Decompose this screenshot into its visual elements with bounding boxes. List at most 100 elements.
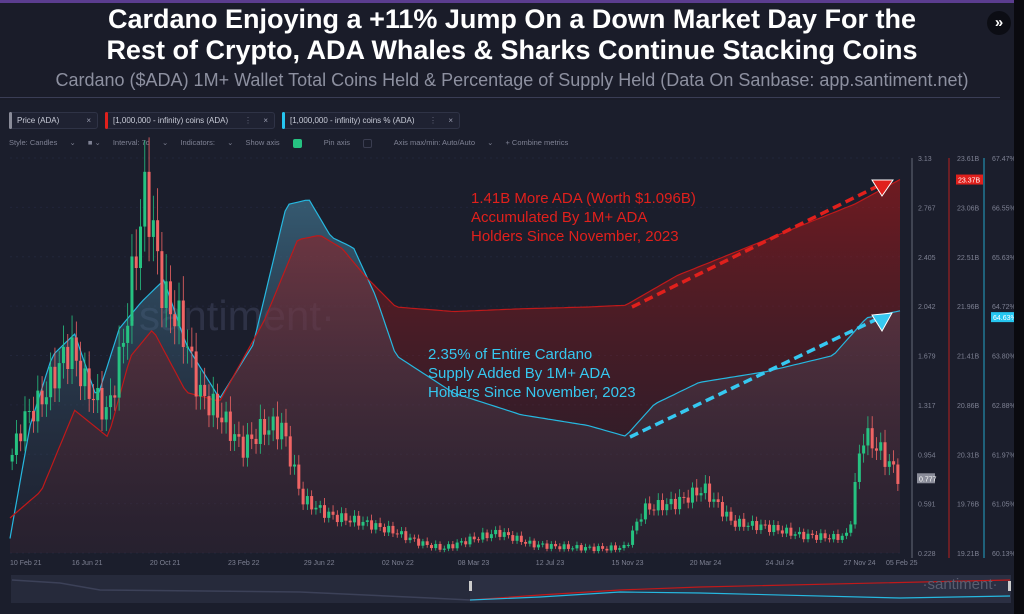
candle-body — [494, 529, 498, 535]
axis-tick-label: 62.88% — [992, 403, 1014, 410]
close-icon[interactable]: × — [263, 116, 268, 125]
pin-axis-toggle[interactable]: Pin axis — [323, 138, 382, 148]
candle-body — [49, 366, 53, 398]
axis-tick-label: 23.06B — [957, 205, 980, 212]
axis-tick-label: 19.76B — [957, 502, 980, 509]
x-tick-label: 29 Jun 22 — [304, 560, 335, 567]
x-tick-label: 20 Mar 24 — [690, 560, 722, 567]
candle-body — [815, 534, 819, 540]
candle-body — [857, 453, 861, 482]
candle-body — [139, 226, 143, 269]
x-tick-label: 10 Feb 21 — [10, 560, 42, 567]
candle-body — [596, 546, 600, 552]
style-dropdown[interactable]: Style: Candles ⌄ — [9, 138, 76, 147]
candle-body — [245, 434, 249, 458]
candle-body — [639, 519, 643, 522]
candle-body — [297, 464, 301, 489]
axis-tick-label: 67.47% — [992, 156, 1014, 163]
checkbox-checked[interactable] — [292, 138, 302, 148]
color-dropdown[interactable]: ■ ⌄ — [87, 138, 101, 147]
axis-minmax-dropdown[interactable]: Axis max/min: Auto/Auto ⌄ — [393, 138, 494, 147]
indicators-label: Indicators: — [180, 138, 216, 147]
candle-body — [528, 540, 532, 544]
axis-tick-label: 20.86B — [957, 403, 980, 410]
blue-arrowhead-icon — [871, 312, 893, 332]
metric-chip-coins[interactable]: [1,000,000 - infinity) coins (ADA) ⋮ × — [105, 112, 275, 129]
annotation-line: 1.41B More ADA (Worth $1.096B) — [471, 190, 696, 207]
candle-body — [703, 483, 707, 494]
candle-body — [374, 523, 378, 530]
candle-body — [541, 543, 545, 545]
interval-dropdown[interactable]: Interval: 7d ⌄ — [112, 138, 169, 147]
close-icon[interactable]: × — [86, 116, 91, 125]
title-line-1: Cardano Enjoying a +11% Jump On a Down M… — [108, 4, 916, 34]
axis-tick-label: 61.97% — [992, 452, 1014, 459]
metric-chip-coins-percent[interactable]: [1,000,000 - infinity) coins % (ADA) ⋮ × — [282, 112, 460, 129]
show-axis-toggle[interactable]: Show axis — [245, 138, 311, 148]
candle-body — [554, 544, 558, 547]
candle-body — [836, 534, 840, 540]
pin-axis-label: Pin axis — [323, 138, 351, 147]
candle-body — [472, 536, 476, 540]
candle-body — [738, 518, 742, 527]
chevrons-right-icon[interactable]: » — [987, 11, 1011, 35]
candle-body — [806, 533, 810, 540]
indicators-dropdown[interactable]: Indicators: ⌄ — [180, 138, 234, 147]
candle-body — [173, 314, 177, 327]
annotation-blue: 2.35% of Entire Cardano Supply Added By 1… — [428, 345, 636, 402]
metric-label: [1,000,000 - infinity) coins (ADA) — [113, 116, 229, 125]
candle-body — [395, 533, 399, 535]
candle-body — [417, 538, 421, 546]
candle-body — [434, 543, 438, 549]
candle-body — [66, 346, 70, 370]
candle-body — [87, 368, 91, 399]
candle-body — [558, 546, 562, 550]
candle-body — [562, 544, 566, 550]
axis-tick-label: 63.80% — [992, 354, 1014, 361]
candle-body — [203, 384, 207, 397]
candle-body — [327, 511, 331, 518]
candle-body — [27, 410, 31, 412]
close-icon[interactable]: × — [448, 116, 453, 125]
candle-body — [515, 535, 519, 541]
candle-body — [678, 496, 682, 510]
candle-body — [280, 422, 284, 440]
candle-body — [746, 525, 750, 527]
more-icon[interactable]: ⋮ — [244, 116, 252, 125]
candle-body — [263, 418, 267, 435]
axis-tick-label: 61.05% — [992, 502, 1014, 509]
candle-body — [665, 504, 669, 511]
candle-body — [104, 407, 108, 420]
candle-body — [228, 411, 232, 441]
candle-body — [849, 524, 853, 533]
candle-body — [318, 505, 322, 508]
candle-body — [571, 548, 575, 550]
candle-body — [733, 520, 737, 527]
candle-body — [216, 393, 220, 418]
candle-body — [344, 513, 348, 521]
divider — [0, 97, 1000, 98]
candle-body — [74, 337, 78, 361]
navigator-percent-line — [469, 591, 1011, 601]
axis-tick-label: 22.51B — [957, 255, 980, 262]
candle-body — [605, 548, 609, 551]
candle-body — [310, 496, 314, 510]
axis-tick-label: 1.679 — [918, 354, 936, 361]
axis-tick-label: 64.72% — [992, 304, 1014, 311]
candle-body — [194, 351, 198, 397]
checkbox-unchecked[interactable] — [363, 138, 373, 148]
combine-metrics-button[interactable]: + Combine metrics — [505, 138, 569, 147]
candle-body — [827, 538, 831, 540]
candle-body — [224, 411, 228, 423]
candle-body — [708, 483, 712, 502]
candle-body — [498, 529, 502, 537]
more-icon[interactable]: ⋮ — [429, 116, 437, 125]
candle-body — [712, 499, 716, 502]
metric-label: [1,000,000 - infinity) coins % (ADA) — [290, 116, 415, 125]
candle-body — [391, 525, 395, 534]
candle-body — [335, 514, 339, 523]
red-arrow-line — [631, 183, 881, 309]
candle-body — [36, 390, 40, 422]
metric-chip-price[interactable]: Price (ADA) × — [9, 112, 98, 129]
candle-body — [631, 530, 635, 545]
